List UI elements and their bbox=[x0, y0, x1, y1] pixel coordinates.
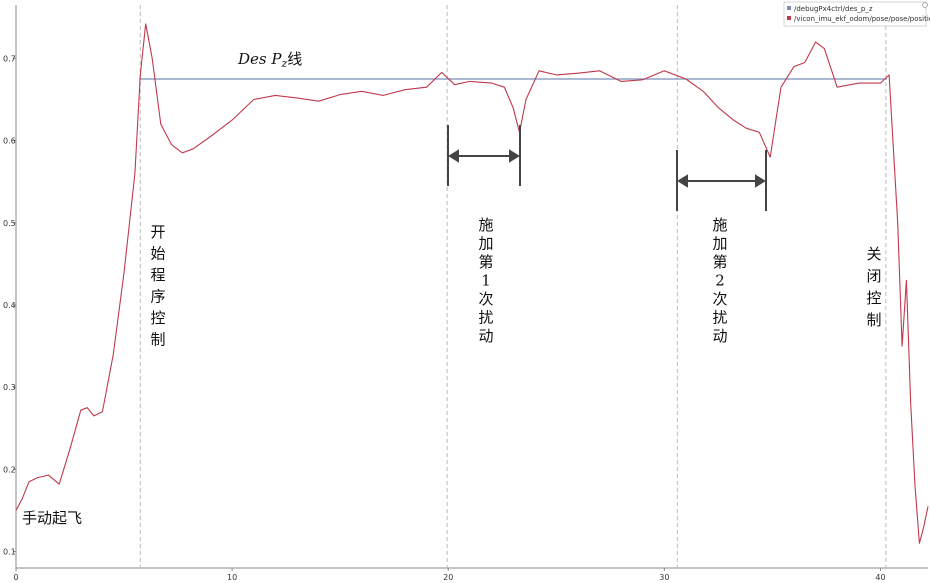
annotation-char: 加 bbox=[712, 235, 727, 253]
legend-close-icon[interactable] bbox=[922, 2, 928, 8]
annotation-char: 闭 bbox=[866, 267, 881, 285]
annotation-char: 程 bbox=[150, 266, 165, 284]
disturbance-2-arrow bbox=[676, 150, 767, 211]
annotation-char: 次 bbox=[712, 290, 727, 308]
annotation-char: 制 bbox=[866, 311, 881, 329]
legend: /debugPx4ctrl/des_p_z /vicon_imu_ekf_odo… bbox=[783, 1, 930, 27]
annotation-char: 2 bbox=[715, 272, 725, 290]
des-line-sub: z bbox=[280, 57, 287, 70]
x-tick-label: 40 bbox=[875, 573, 885, 582]
des-line-label: Des Pz线 bbox=[237, 50, 302, 70]
des-line-p: P bbox=[270, 50, 282, 68]
annotation-char: 次 bbox=[478, 290, 493, 308]
y-tick-label: 0.1 bbox=[3, 548, 16, 557]
annotation-char: 动 bbox=[712, 327, 727, 345]
annotation-char: 加 bbox=[478, 235, 493, 253]
annotation-char: 扰 bbox=[712, 309, 727, 327]
x-tick-label: 20 bbox=[443, 573, 453, 582]
y-tick-label: 0.2 bbox=[3, 465, 16, 474]
annotation-char: 开 bbox=[150, 223, 165, 241]
x-ticks: 0 10 20 30 40 bbox=[13, 568, 886, 582]
y-tick-label: 0.7 bbox=[3, 54, 16, 63]
manual-takeoff-label: 手动起飞 bbox=[22, 509, 82, 527]
annotation-char: 序 bbox=[150, 288, 165, 306]
annotation-char: 施 bbox=[478, 216, 493, 234]
des-line-suffix: 线 bbox=[287, 50, 302, 68]
annotation-char: 制 bbox=[150, 331, 165, 349]
legend-entry-1: /vicon_imu_ekf_odom/pose/pose/position/z bbox=[794, 15, 930, 23]
annotation-char: 控 bbox=[150, 309, 165, 327]
legend-swatch-0 bbox=[787, 6, 791, 10]
y-tick-label: 0.5 bbox=[3, 219, 16, 228]
annotation-char: 始 bbox=[150, 245, 165, 263]
annotation-char: 动 bbox=[478, 327, 493, 345]
x-tick-label: 30 bbox=[659, 573, 669, 582]
legend-box bbox=[783, 1, 927, 27]
annotation-char: 第 bbox=[712, 253, 727, 271]
annotation-char: 扰 bbox=[478, 309, 493, 327]
annotation-char: 施 bbox=[712, 216, 727, 234]
y-ticks: 0.1 0.2 0.3 0.4 0.5 0.6 0.7 bbox=[3, 54, 16, 557]
annotation-char: 1 bbox=[481, 272, 491, 290]
annotation-char: 第 bbox=[478, 253, 493, 271]
series-lines bbox=[15, 23, 929, 544]
legend-entry-0: /debugPx4ctrl/des_p_z bbox=[794, 5, 873, 13]
series-line-1 bbox=[15, 23, 929, 544]
y-tick-label: 0.3 bbox=[3, 383, 16, 392]
des-line-prefix: Des bbox=[237, 50, 271, 68]
legend-swatch-1 bbox=[787, 16, 791, 20]
x-tick-label: 10 bbox=[227, 573, 237, 582]
vertical-markers bbox=[139, 5, 887, 568]
y-tick-label: 0.6 bbox=[3, 137, 16, 146]
disturbance-1-arrow bbox=[447, 125, 521, 186]
y-tick-label: 0.4 bbox=[3, 301, 16, 310]
annotation-char: 关 bbox=[866, 245, 881, 263]
annotation-char: 控 bbox=[866, 289, 881, 307]
x-tick-label: 0 bbox=[13, 573, 18, 582]
